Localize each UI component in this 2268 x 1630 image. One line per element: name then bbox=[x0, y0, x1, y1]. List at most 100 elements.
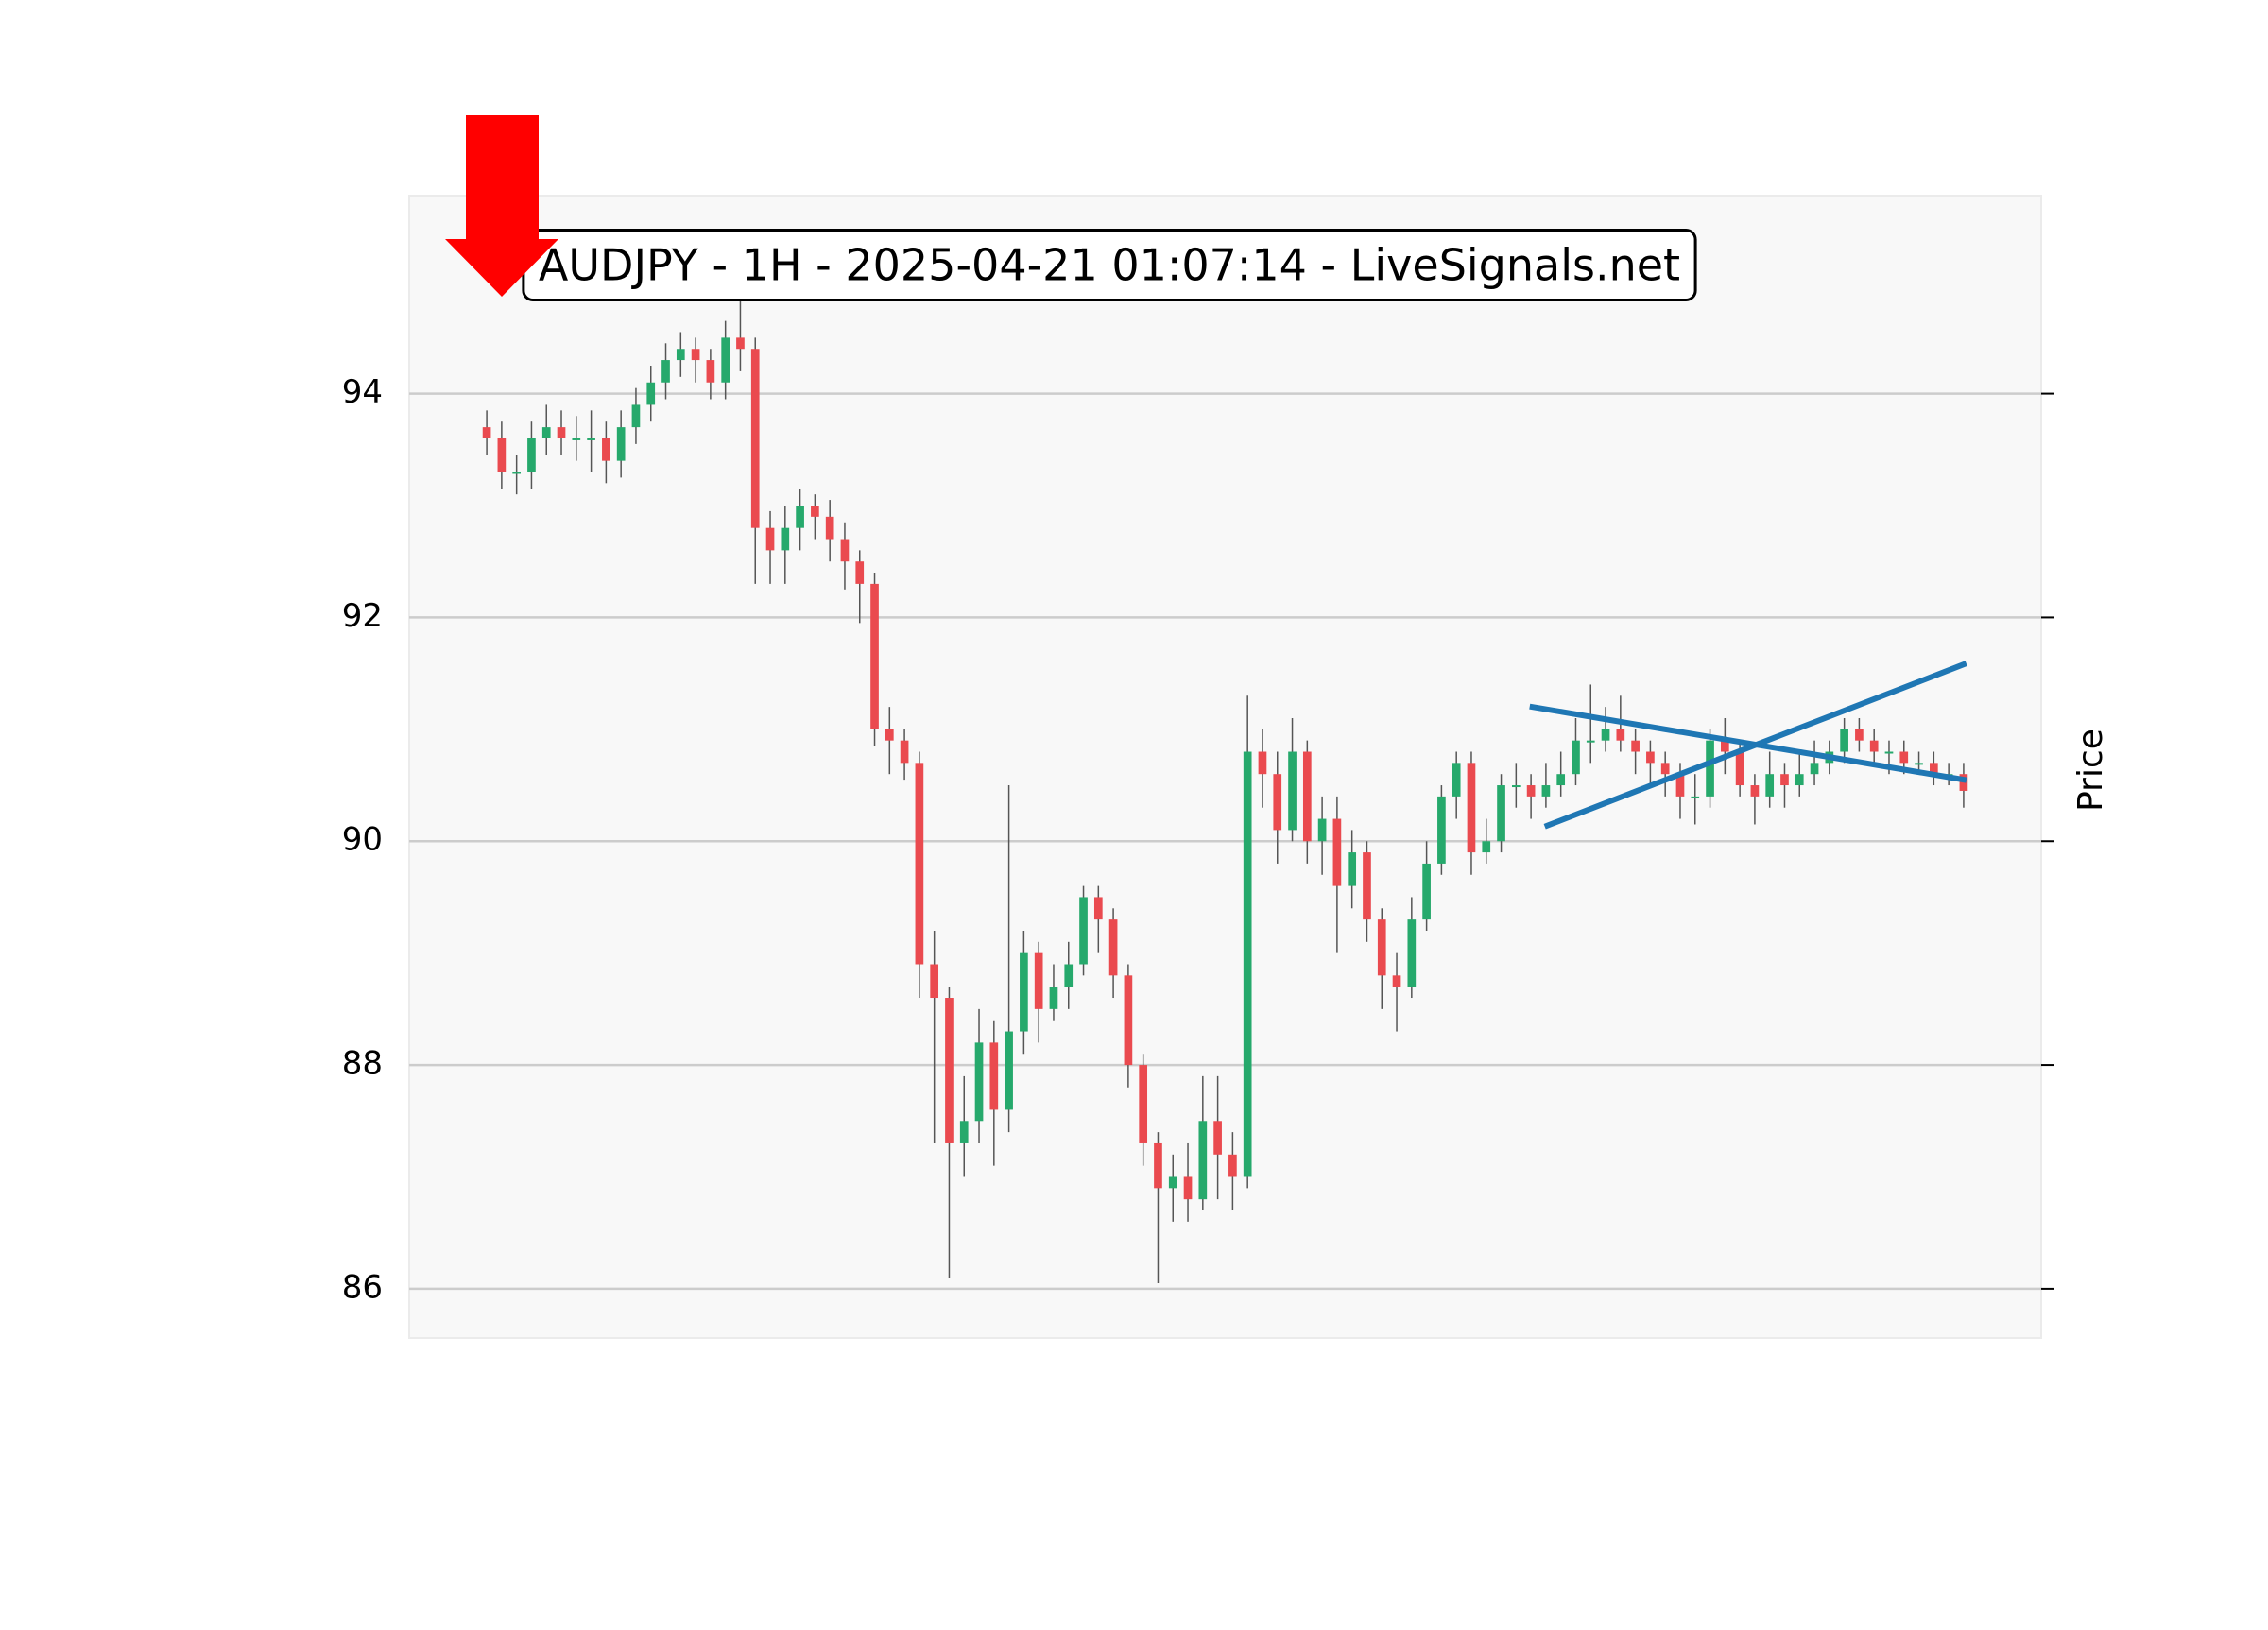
candle-body bbox=[1795, 774, 1804, 786]
candle-body bbox=[1317, 818, 1327, 842]
candle-body bbox=[482, 427, 491, 438]
candle-body bbox=[587, 438, 595, 440]
candle-body bbox=[1720, 740, 1729, 752]
candle-body bbox=[1899, 751, 1909, 764]
candle-body bbox=[1869, 740, 1879, 752]
candle-body bbox=[1660, 763, 1670, 775]
candle-body bbox=[1392, 975, 1401, 987]
candle-body bbox=[1139, 1065, 1148, 1143]
candle-body bbox=[676, 349, 685, 361]
candle-body bbox=[1855, 729, 1864, 741]
candle-body bbox=[512, 472, 522, 474]
candle-body bbox=[1034, 952, 1043, 1009]
candle-body bbox=[1243, 751, 1252, 1177]
arrow-head bbox=[445, 239, 558, 297]
candle-body bbox=[1093, 897, 1103, 920]
arrow-shaft bbox=[466, 115, 539, 239]
trend-line bbox=[1543, 661, 1967, 830]
candle-body bbox=[1363, 852, 1371, 920]
candle-body bbox=[557, 427, 566, 438]
candle-body bbox=[1079, 897, 1088, 965]
candle-body bbox=[1213, 1121, 1222, 1155]
y-tick-label: 86 bbox=[342, 1268, 383, 1306]
candle-body bbox=[885, 729, 894, 741]
candle-body bbox=[1064, 964, 1074, 987]
signal-arrow bbox=[445, 115, 558, 297]
y-tick-label: 90 bbox=[342, 821, 383, 859]
candle-body bbox=[1631, 740, 1640, 752]
candle-body bbox=[1765, 774, 1775, 797]
candle-body bbox=[1675, 774, 1685, 797]
candle-body bbox=[750, 349, 760, 528]
candle-body bbox=[527, 438, 536, 472]
candle-body bbox=[1541, 785, 1551, 797]
candle-body bbox=[1108, 919, 1118, 976]
candle-body bbox=[1422, 863, 1431, 920]
y-tick-label: 92 bbox=[342, 597, 383, 635]
candle-body bbox=[1616, 729, 1625, 741]
candle-body bbox=[781, 527, 790, 551]
candle-body bbox=[959, 1121, 969, 1143]
candle-body bbox=[1288, 751, 1297, 831]
candle-body bbox=[1198, 1121, 1208, 1200]
candles bbox=[482, 293, 1968, 1283]
candle-body bbox=[616, 427, 626, 461]
candle-body bbox=[1467, 763, 1476, 853]
candle-body bbox=[796, 506, 804, 528]
candle-body bbox=[1706, 740, 1714, 797]
candle-body bbox=[1407, 919, 1417, 987]
candle-body bbox=[1810, 763, 1819, 775]
candle-body bbox=[691, 349, 700, 361]
candle-body bbox=[1005, 1031, 1013, 1110]
candle-body bbox=[1154, 1142, 1162, 1189]
candle-body bbox=[1124, 975, 1133, 1066]
candle-body bbox=[930, 964, 939, 999]
candle-body bbox=[1183, 1176, 1193, 1200]
candle-body bbox=[646, 382, 656, 405]
candle-body bbox=[1482, 841, 1491, 853]
candle-body bbox=[1929, 763, 1938, 775]
candle-body bbox=[1377, 919, 1386, 976]
candle-body bbox=[840, 539, 850, 562]
candle-body bbox=[736, 337, 745, 350]
candle-body bbox=[1780, 774, 1789, 786]
candle-body bbox=[989, 1042, 999, 1110]
candle-body bbox=[1572, 740, 1580, 775]
candle-body bbox=[1348, 852, 1357, 886]
candle-body bbox=[602, 438, 610, 461]
candle-body bbox=[1884, 751, 1894, 754]
candle-body bbox=[1646, 751, 1655, 764]
candle-body bbox=[662, 360, 670, 383]
candle-body bbox=[811, 506, 819, 517]
candle-body bbox=[1735, 751, 1744, 786]
candle-body bbox=[1168, 1176, 1177, 1189]
candle-body bbox=[945, 998, 954, 1143]
candle-body bbox=[825, 516, 834, 540]
candle-body bbox=[1273, 774, 1282, 831]
chart-title: AUDJPY - 1H - 2025-04-21 01:07:14 - Live… bbox=[539, 240, 1680, 291]
candle-body bbox=[572, 438, 581, 440]
plot-area bbox=[408, 195, 2042, 1339]
candle-body bbox=[870, 583, 879, 729]
candle-body bbox=[1586, 740, 1595, 743]
candle-body bbox=[631, 404, 641, 428]
y-tick-label: 94 bbox=[342, 373, 383, 411]
candle-body bbox=[974, 1042, 984, 1122]
candle-body bbox=[1601, 729, 1610, 741]
candle-body bbox=[1302, 751, 1312, 842]
candle-body bbox=[1526, 785, 1536, 797]
trend-lines bbox=[1529, 661, 1967, 830]
candle-body bbox=[1437, 796, 1446, 864]
candle-body bbox=[1049, 987, 1058, 1009]
candle-body bbox=[541, 427, 551, 438]
candle-body bbox=[1020, 952, 1028, 1032]
candle-body bbox=[915, 763, 924, 965]
candle-body bbox=[765, 527, 775, 551]
candle-body bbox=[1258, 751, 1267, 775]
candle-body bbox=[1452, 763, 1461, 797]
grid: 86 88 90 92 94 bbox=[342, 373, 2054, 1306]
candle-body bbox=[1915, 763, 1923, 765]
candle-body bbox=[855, 561, 865, 584]
candle-body bbox=[1511, 785, 1521, 788]
